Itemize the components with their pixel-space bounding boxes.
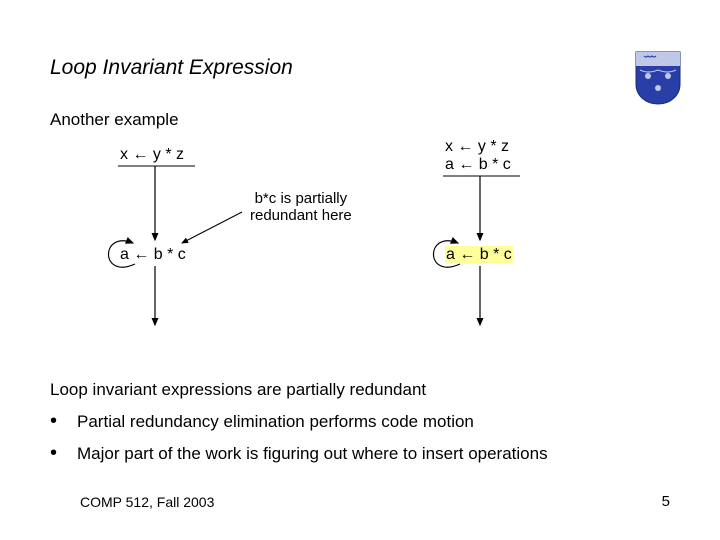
bullet-item: • Major part of the work is figuring out… <box>50 444 670 464</box>
summary-text: Loop invariant expressions are partially… <box>50 380 426 400</box>
bullet-item: • Partial redundancy elimination perform… <box>50 412 670 432</box>
footer-left: COMP 512, Fall 2003 <box>80 494 214 510</box>
bullet-list: • Partial redundancy elimination perform… <box>50 412 670 476</box>
shield-icon <box>634 50 682 106</box>
bullet-dot-icon: • <box>50 413 57 430</box>
bullet-dot-icon: • <box>50 445 57 462</box>
subtitle: Another example <box>50 110 179 130</box>
diagram-arrows <box>60 130 620 340</box>
bullet-text: Major part of the work is figuring out w… <box>77 444 548 464</box>
page-title: Loop Invariant Expression <box>50 56 293 80</box>
diagram: x ← y * z a ← b * c x ← y * z a ← b * c … <box>60 130 620 350</box>
bullet-text: Partial redundancy elimination performs … <box>77 412 474 432</box>
page-number: 5 <box>662 493 670 510</box>
